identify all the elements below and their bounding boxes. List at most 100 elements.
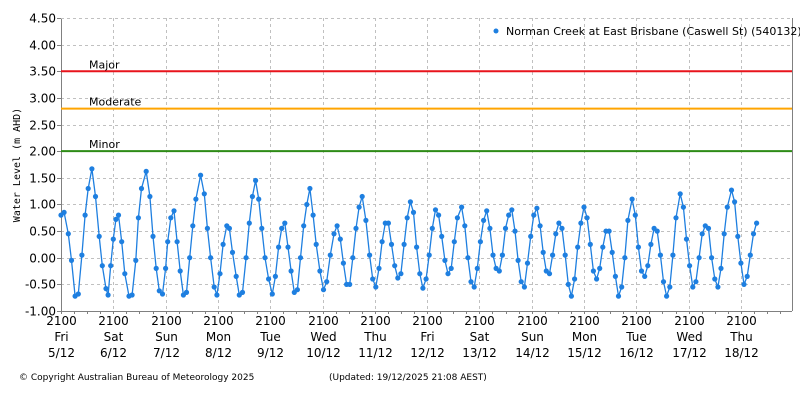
x-tick-date: 17/12 bbox=[672, 346, 707, 360]
x-tick-time: 2100 bbox=[726, 314, 757, 328]
x-tick-time: 2100 bbox=[517, 314, 548, 328]
data-point bbox=[183, 289, 190, 295]
data-point bbox=[317, 268, 323, 274]
data-point bbox=[217, 271, 223, 277]
data-point bbox=[331, 231, 337, 237]
data-point bbox=[153, 265, 159, 271]
data-point bbox=[572, 276, 578, 282]
data-point bbox=[96, 233, 102, 239]
x-tick-day: Wed bbox=[676, 330, 702, 344]
x-tick-day: Mon bbox=[572, 330, 597, 344]
data-point bbox=[246, 220, 252, 226]
data-point bbox=[285, 244, 291, 250]
y-axis-label: Water Level (m AHD) bbox=[12, 108, 23, 222]
data-point bbox=[398, 271, 404, 277]
x-tick-day: Tue bbox=[625, 330, 647, 344]
data-point bbox=[600, 244, 606, 250]
data-point bbox=[471, 284, 477, 290]
data-point bbox=[103, 286, 109, 292]
data-point bbox=[744, 273, 750, 279]
data-point bbox=[667, 284, 673, 290]
y-tick-label: 0.50 bbox=[29, 225, 56, 239]
x-tick-date: 11/12 bbox=[358, 346, 393, 360]
x-tick-time: 2100 bbox=[569, 314, 600, 328]
data-point bbox=[487, 225, 493, 231]
data-point bbox=[724, 204, 730, 210]
data-point bbox=[439, 233, 445, 239]
data-point bbox=[728, 187, 735, 193]
data-point bbox=[606, 228, 612, 234]
data-point bbox=[531, 212, 537, 218]
data-point bbox=[327, 252, 333, 258]
data-point bbox=[204, 225, 210, 231]
data-point bbox=[108, 263, 114, 269]
y-tick-label: 3.50 bbox=[29, 65, 56, 79]
data-point bbox=[211, 284, 217, 290]
data-point bbox=[350, 255, 356, 261]
y-tick-label: 1.00 bbox=[29, 198, 56, 212]
data-point bbox=[696, 255, 702, 261]
data-point bbox=[376, 265, 382, 271]
data-point bbox=[75, 291, 81, 297]
x-tick-time: 2100 bbox=[360, 314, 391, 328]
data-point bbox=[337, 236, 343, 242]
water-level-series bbox=[60, 168, 758, 299]
data-point bbox=[540, 249, 546, 255]
data-point bbox=[256, 196, 262, 202]
x-tick-time: 2100 bbox=[621, 314, 652, 328]
data-point bbox=[442, 257, 448, 263]
data-point bbox=[451, 239, 457, 245]
data-point bbox=[363, 217, 369, 223]
x-tick-time: 2100 bbox=[464, 314, 495, 328]
data-point bbox=[198, 172, 204, 178]
data-point bbox=[575, 244, 581, 250]
data-point bbox=[347, 281, 353, 287]
y-tick-label: -1.00 bbox=[25, 305, 56, 319]
data-point bbox=[301, 223, 307, 229]
data-point bbox=[468, 279, 474, 285]
data-point bbox=[122, 271, 128, 277]
data-point bbox=[490, 252, 496, 258]
data-point bbox=[356, 204, 362, 210]
x-tick-day: Sun bbox=[521, 330, 544, 344]
data-point bbox=[625, 217, 631, 223]
x-tick-day: Fri bbox=[420, 330, 434, 344]
y-tick-label: 2.00 bbox=[29, 145, 56, 159]
x-tick-day: Mon bbox=[206, 330, 231, 344]
data-point bbox=[619, 284, 625, 290]
data-point bbox=[454, 215, 460, 221]
data-point bbox=[294, 287, 300, 293]
x-tick-time: 2100 bbox=[46, 314, 77, 328]
data-point bbox=[521, 284, 528, 290]
updated-timestamp: (Updated: 19/12/2025 21:08 AEST) bbox=[329, 373, 487, 383]
data-point bbox=[750, 231, 757, 237]
x-tick-date: 16/12 bbox=[619, 346, 654, 360]
data-point bbox=[417, 271, 423, 277]
data-point bbox=[581, 204, 587, 210]
data-point bbox=[654, 228, 660, 234]
legend-marker-icon bbox=[493, 28, 499, 34]
data-point bbox=[528, 233, 534, 239]
data-point bbox=[79, 252, 85, 258]
data-point bbox=[304, 201, 310, 208]
x-tick-date: 12/12 bbox=[410, 346, 445, 360]
data-point bbox=[279, 225, 285, 231]
x-tick-day: Thu bbox=[363, 330, 387, 344]
data-point bbox=[715, 284, 721, 290]
x-tick-day: Fri bbox=[54, 330, 68, 344]
data-point bbox=[313, 241, 319, 247]
data-point bbox=[190, 223, 196, 229]
x-tick-date: 13/12 bbox=[462, 346, 497, 360]
data-point bbox=[68, 257, 75, 263]
data-point bbox=[648, 241, 654, 247]
data-point bbox=[499, 252, 505, 258]
data-point bbox=[133, 257, 139, 263]
data-point bbox=[645, 263, 651, 269]
data-point bbox=[110, 236, 116, 242]
data-point bbox=[423, 276, 429, 282]
data-point bbox=[546, 271, 553, 277]
data-point bbox=[584, 215, 590, 221]
data-point bbox=[138, 185, 145, 192]
data-point bbox=[61, 209, 67, 215]
data-point bbox=[556, 220, 562, 226]
